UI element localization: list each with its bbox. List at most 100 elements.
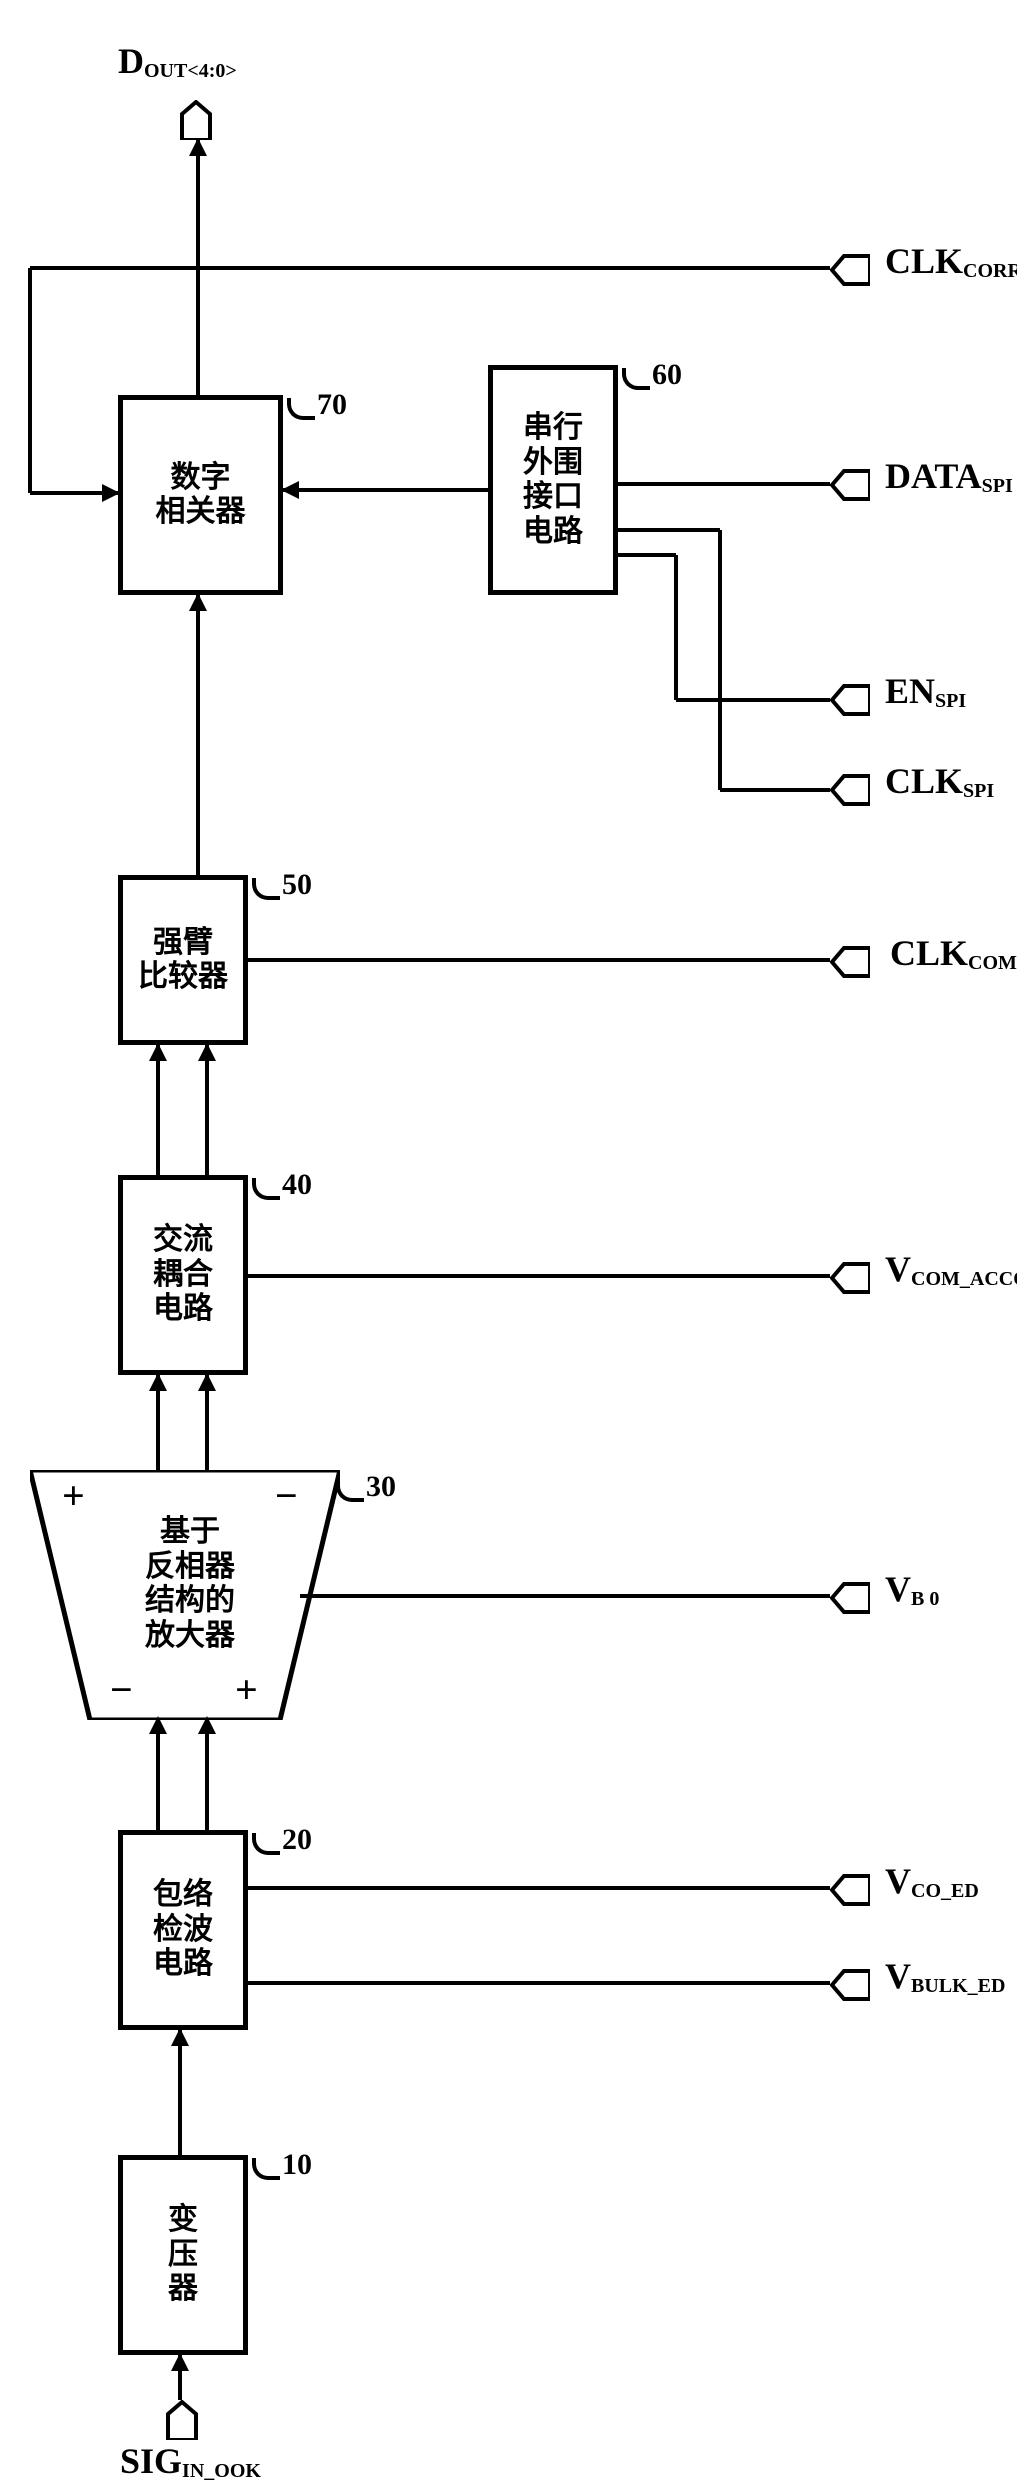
arrowhead — [149, 1373, 167, 1391]
amp-text: 基于 反相器 结构的 放大器 — [125, 1515, 255, 1653]
arrowhead — [102, 484, 120, 502]
wire — [178, 2030, 182, 2155]
block-spi-l4: 电路 — [523, 515, 583, 550]
ref-tick-50 — [252, 878, 280, 900]
ref-10: 10 — [282, 2148, 312, 2182]
ref-50: 50 — [282, 868, 312, 902]
ref-tick-10 — [252, 2158, 280, 2180]
ref-tick-70 — [287, 398, 315, 420]
pin-clkcorr-label: CLKCORR — [885, 240, 1017, 283]
pin-vcoed-label: VCO_ED — [885, 1860, 979, 1903]
wire — [618, 553, 676, 557]
pin-vcomacc-sub: COM_ACCOUP — [911, 1268, 1017, 1290]
block-correlator: 数字 相关器 — [118, 395, 283, 595]
pin-dout-label: DOUT<4:0> — [118, 40, 237, 83]
amp-minus-bl: − — [110, 1666, 133, 1713]
pin-clkcorr-main: CLK — [885, 241, 963, 281]
pin-enspi-sub: SPI — [935, 690, 966, 712]
amp-plus-tl: + — [62, 1472, 85, 1519]
pin-sigin — [162, 2400, 202, 2440]
block-envelope-detector: 包络 检波 电路 — [118, 1830, 248, 2030]
pin-clkcomp — [830, 942, 870, 982]
block-spi: 串行 外围 接口 电路 — [488, 365, 618, 595]
wire — [156, 1718, 160, 1830]
wire — [196, 595, 200, 875]
pin-vcomacc — [830, 1258, 870, 1298]
wire — [618, 482, 830, 486]
pin-enspi-main: EN — [885, 671, 935, 711]
pin-dataspi — [830, 465, 870, 505]
wire — [248, 1886, 830, 1890]
ref-60: 60 — [652, 358, 682, 392]
amp-l3: 结构的 — [125, 1584, 255, 1619]
pin-sigin-main: SIG — [120, 2441, 182, 2481]
wire — [28, 268, 32, 493]
pin-vbulked-main: V — [885, 1956, 911, 1996]
wire — [205, 1718, 209, 1830]
wire — [283, 488, 488, 492]
block-ed-l3: 电路 — [153, 1947, 213, 1982]
pin-clkcorr — [830, 250, 870, 290]
pin-vb0-main: V — [885, 1569, 911, 1609]
ref-30: 30 — [366, 1470, 396, 1504]
block-ac-l3: 电路 — [153, 1292, 213, 1327]
pin-dataspi-sub: SPI — [982, 475, 1013, 497]
pin-vb0-sub: B 0 — [911, 1588, 939, 1610]
wire — [618, 528, 720, 532]
pin-vbulked — [830, 1965, 870, 2005]
pin-vcomacc-label: VCOM_ACCOUP — [885, 1248, 1017, 1291]
arrowhead — [198, 1043, 216, 1061]
pin-enspi — [830, 680, 870, 720]
pin-clkspi-sub: SPI — [963, 780, 994, 802]
pin-clkcomp-label: CLKCOMP — [890, 932, 1017, 975]
pin-dout — [176, 100, 216, 140]
pin-vcomacc-main: V — [885, 1249, 911, 1289]
block-transformer-l1: 变 — [168, 2203, 198, 2238]
arrowhead — [171, 2353, 189, 2371]
pin-clkcomp-main: CLK — [890, 933, 968, 973]
pin-vcoed — [830, 1870, 870, 1910]
block-spi-l1: 串行 — [523, 411, 583, 446]
block-sa-l2: 比较器 — [138, 960, 228, 995]
wire — [248, 958, 830, 962]
pin-clkspi-main: CLK — [885, 761, 963, 801]
wire — [156, 1045, 160, 1175]
pin-vb0 — [830, 1578, 870, 1618]
arrowhead — [149, 1716, 167, 1734]
arrowhead — [198, 1716, 216, 1734]
block-corr-l2: 相关器 — [156, 495, 246, 530]
pin-dataspi-main: DATA — [885, 456, 982, 496]
wire — [30, 266, 830, 270]
amp-plus-br: + — [235, 1666, 258, 1713]
pin-dout-sub: OUT<4:0> — [144, 60, 237, 82]
arrowhead — [198, 1373, 216, 1391]
block-ac-l1: 交流 — [153, 1223, 213, 1258]
wire — [676, 698, 830, 702]
pin-clkspi — [830, 770, 870, 810]
arrowhead — [189, 138, 207, 156]
arrowhead — [189, 593, 207, 611]
pin-sigin-sub: IN_OOK — [182, 2460, 261, 2482]
block-ed-l1: 包络 — [153, 1878, 213, 1913]
ref-40: 40 — [282, 1168, 312, 1202]
pin-dout-main: D — [118, 41, 144, 81]
ref-70: 70 — [317, 388, 347, 422]
amp-l1: 基于 — [125, 1515, 255, 1550]
ref-tick-20 — [252, 1833, 280, 1855]
arrowhead — [171, 2028, 189, 2046]
diagram-canvas: 变 压 器 10 包络 检波 电路 20 交流 耦合 电路 40 强臂 比较器 … — [0, 0, 1017, 2472]
pin-clkcorr-sub: CORR — [963, 260, 1017, 282]
ref-tick-40 — [252, 1178, 280, 1200]
block-spi-l2: 外围 — [523, 446, 583, 481]
block-inverter-amp: 基于 反相器 结构的 放大器 + − − + — [30, 1470, 340, 1720]
block-transformer-l3: 器 — [168, 2272, 198, 2307]
wire — [248, 1274, 830, 1278]
block-ac-couple: 交流 耦合 电路 — [118, 1175, 248, 1375]
arrowhead — [149, 1043, 167, 1061]
block-ac-l2: 耦合 — [153, 1258, 213, 1293]
pin-vbulked-sub: BULK_ED — [911, 1975, 1005, 1997]
arrowhead — [281, 481, 299, 499]
pin-vcoed-main: V — [885, 1861, 911, 1901]
ref-tick-30 — [336, 1480, 364, 1502]
wire — [718, 530, 722, 790]
